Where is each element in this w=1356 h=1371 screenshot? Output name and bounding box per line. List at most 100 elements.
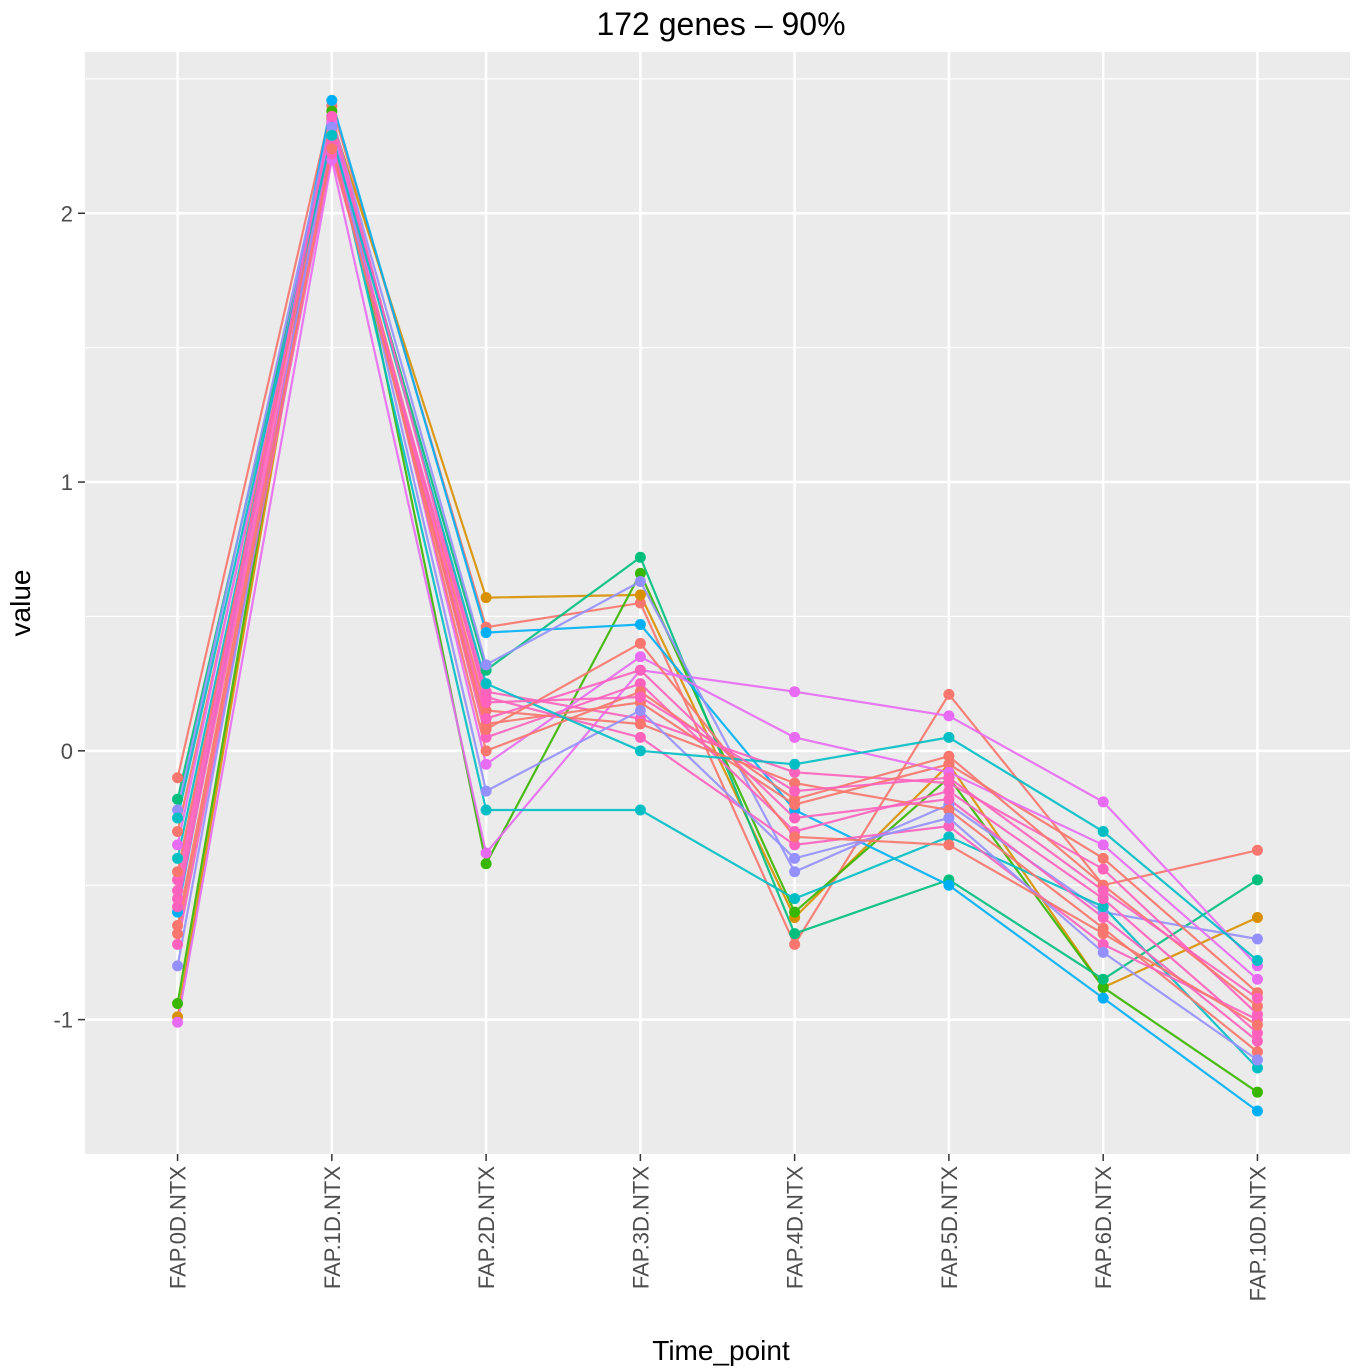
data-point [1097, 839, 1109, 851]
data-point [172, 938, 184, 950]
data-point [634, 619, 646, 631]
data-point [1097, 973, 1109, 985]
data-point [326, 111, 338, 123]
data-point [480, 723, 492, 735]
data-point [634, 731, 646, 743]
data-point [789, 686, 801, 698]
data-point [172, 772, 184, 784]
data-point [172, 804, 184, 816]
series-points [172, 94, 1263, 1117]
x-tick-label: FAP.5D.NTX [937, 1166, 962, 1289]
data-point [1097, 928, 1109, 940]
data-point [1097, 938, 1109, 950]
y-axis: -1 0 1 2 [53, 201, 85, 1033]
data-point [789, 938, 801, 950]
series-line [176, 127, 1259, 1061]
series-line [176, 159, 1259, 1023]
data-point [789, 831, 801, 843]
data-point [789, 893, 801, 905]
minor-gridlines [85, 78, 1350, 886]
data-point [943, 750, 955, 762]
x-tick-label: FAP.3D.NTX [628, 1166, 653, 1289]
data-point [1097, 981, 1109, 993]
data-point [1251, 1054, 1263, 1066]
y-tick-label: -1 [53, 1008, 73, 1033]
data-point [789, 777, 801, 789]
data-point [1251, 1019, 1263, 1031]
data-point [1251, 1027, 1263, 1039]
data-point [943, 731, 955, 743]
data-point [172, 893, 184, 905]
series-line [176, 148, 1258, 1026]
data-point [480, 678, 492, 690]
y-tick-label: 2 [61, 201, 73, 226]
data-point [634, 664, 646, 676]
data-point [172, 874, 184, 886]
y-tick-label: 1 [61, 470, 73, 495]
data-point [1097, 852, 1109, 864]
data-point [480, 731, 492, 743]
data-point [789, 785, 801, 797]
data-point [480, 713, 492, 725]
data-point [634, 651, 646, 663]
x-tick-label: FAP.6D.NTX [1091, 1166, 1116, 1289]
data-point [943, 772, 955, 784]
data-point [943, 879, 955, 891]
data-point [480, 785, 492, 797]
data-point [789, 793, 801, 805]
data-point [943, 793, 955, 805]
data-point [326, 143, 338, 155]
data-point [634, 567, 646, 579]
x-tick-label: FAP.10D.NTX [1245, 1166, 1270, 1302]
data-point [789, 906, 801, 918]
series-lines [176, 100, 1259, 1112]
data-point [634, 745, 646, 757]
data-point [172, 852, 184, 864]
data-point [789, 839, 801, 851]
data-point [1251, 973, 1263, 985]
data-point [172, 920, 184, 932]
x-tick-label: FAP.1D.NTX [320, 1166, 345, 1289]
data-point [1097, 863, 1109, 875]
x-tick-label: FAP.0D.NTX [166, 1166, 191, 1289]
data-point [789, 866, 801, 878]
data-point [480, 659, 492, 671]
data-point [943, 758, 955, 770]
data-point [1251, 1105, 1263, 1117]
data-point [480, 627, 492, 639]
data-point [943, 839, 955, 851]
data-point [172, 1016, 184, 1028]
data-point [1251, 911, 1263, 923]
data-point [943, 710, 955, 722]
data-point [634, 718, 646, 730]
series-line [176, 135, 1259, 962]
data-point [326, 121, 338, 133]
data-point [172, 825, 184, 837]
data-point [634, 678, 646, 690]
x-axis-title: Time_point [652, 1335, 790, 1366]
data-point [326, 94, 338, 106]
data-point [1097, 901, 1109, 913]
data-point [789, 928, 801, 940]
data-point [326, 129, 338, 141]
data-point [1097, 992, 1109, 1004]
data-point [943, 785, 955, 797]
data-point [480, 858, 492, 870]
data-point [789, 812, 801, 824]
data-point [172, 839, 184, 851]
data-point [172, 885, 184, 897]
data-point [1097, 946, 1109, 958]
data-point [480, 745, 492, 757]
x-tick-label: FAP.2D.NTX [474, 1166, 499, 1289]
data-point [943, 688, 955, 700]
data-point [634, 705, 646, 717]
data-point [480, 696, 492, 708]
data-point [634, 575, 646, 587]
data-point [172, 866, 184, 878]
data-point [634, 551, 646, 563]
series-line [176, 100, 1259, 1112]
data-point [1097, 893, 1109, 905]
data-point [789, 852, 801, 864]
data-point [480, 705, 492, 717]
data-point [943, 812, 955, 824]
